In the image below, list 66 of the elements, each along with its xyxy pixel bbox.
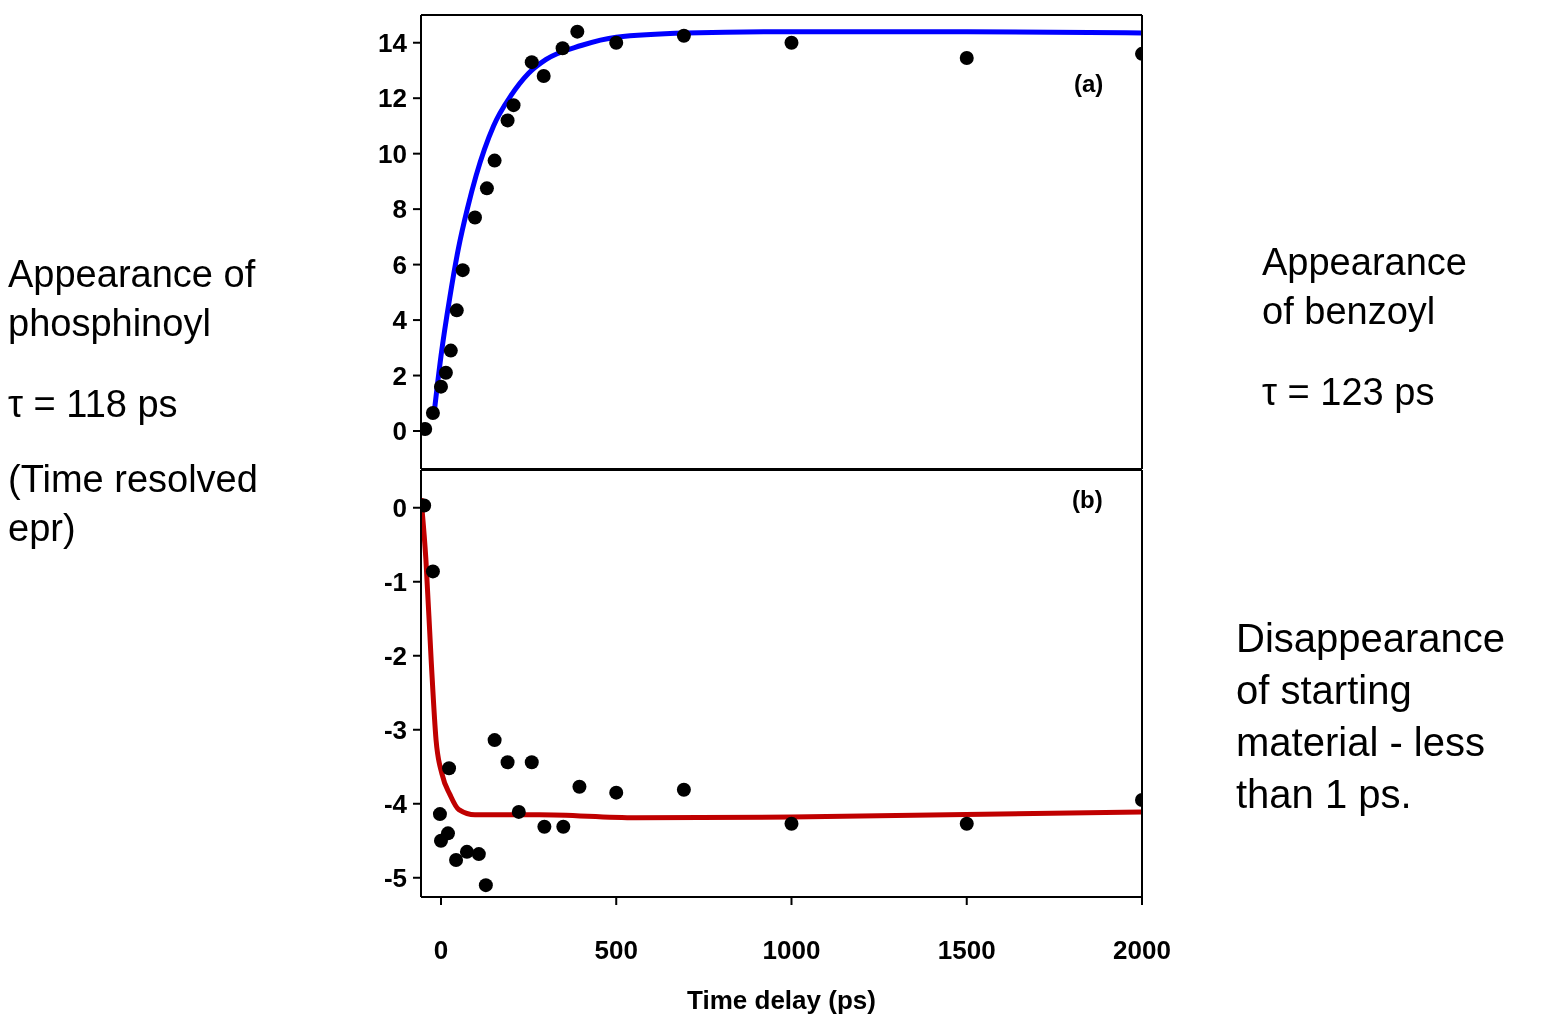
point bbox=[537, 819, 552, 834]
x-tick-label: 500 bbox=[594, 935, 638, 966]
y-tick-label: -2 bbox=[383, 640, 407, 671]
point bbox=[438, 365, 453, 380]
text: Disappearance of starting material - less than 1 ps. bbox=[1236, 615, 1507, 818]
point bbox=[784, 816, 799, 831]
point bbox=[455, 263, 470, 278]
point bbox=[572, 779, 587, 794]
point bbox=[433, 379, 448, 394]
y-tick-label: -4 bbox=[383, 788, 408, 819]
point bbox=[959, 50, 974, 65]
y-tick-label: 10 bbox=[378, 138, 407, 169]
x-tick-label: 1000 bbox=[762, 935, 821, 966]
point bbox=[425, 564, 440, 579]
x-tick-label: 0 bbox=[433, 935, 449, 966]
point bbox=[479, 181, 494, 196]
point bbox=[471, 847, 486, 862]
point bbox=[440, 826, 455, 841]
point bbox=[425, 405, 440, 420]
x-tick-label: 1500 bbox=[937, 935, 996, 966]
point bbox=[506, 98, 521, 113]
x-tick-label: 2000 bbox=[1113, 935, 1171, 966]
text: Appearance of benzoyl bbox=[1262, 240, 1468, 335]
annotation: (b) bbox=[1072, 485, 1104, 515]
point bbox=[556, 819, 571, 834]
text: Appearance of phosphinoyl bbox=[8, 252, 257, 347]
point bbox=[500, 113, 515, 128]
point bbox=[555, 41, 570, 56]
point bbox=[676, 782, 691, 797]
point bbox=[442, 761, 457, 776]
point bbox=[449, 853, 464, 867]
point bbox=[432, 807, 447, 822]
point bbox=[443, 343, 458, 358]
y-tick-label: 2 bbox=[392, 360, 407, 391]
text: (Time resolved epr) bbox=[8, 457, 259, 552]
point bbox=[570, 24, 585, 39]
point bbox=[676, 28, 691, 43]
x-axis-title: Time delay (ps) bbox=[687, 985, 876, 1015]
annotation: (a) bbox=[1074, 69, 1105, 99]
point bbox=[959, 816, 974, 831]
y-tick-label: -3 bbox=[383, 714, 407, 745]
y-tick-label: -1 bbox=[383, 566, 407, 597]
point bbox=[459, 844, 474, 859]
point bbox=[467, 210, 482, 225]
y-tick-label: 12 bbox=[378, 83, 407, 114]
point bbox=[784, 35, 799, 50]
point bbox=[487, 733, 502, 748]
point bbox=[478, 878, 493, 893]
point bbox=[500, 755, 515, 770]
y-tick-label: -5 bbox=[383, 862, 407, 893]
point bbox=[524, 755, 539, 770]
text: τ = 118 ps bbox=[8, 382, 179, 427]
point bbox=[449, 303, 464, 318]
y-tick-label: 0 bbox=[392, 492, 407, 523]
text: τ = 123 ps bbox=[1262, 370, 1436, 415]
point bbox=[487, 153, 502, 168]
y-tick-label: 4 bbox=[392, 305, 408, 336]
point bbox=[536, 69, 551, 84]
point bbox=[524, 55, 539, 70]
y-tick-label: 6 bbox=[392, 249, 407, 280]
y-tick-label: 8 bbox=[392, 194, 407, 225]
point bbox=[511, 804, 526, 819]
y-tick-label: 0 bbox=[392, 416, 407, 447]
point bbox=[609, 35, 624, 50]
y-tick-label: 14 bbox=[378, 27, 408, 58]
point bbox=[609, 785, 624, 800]
